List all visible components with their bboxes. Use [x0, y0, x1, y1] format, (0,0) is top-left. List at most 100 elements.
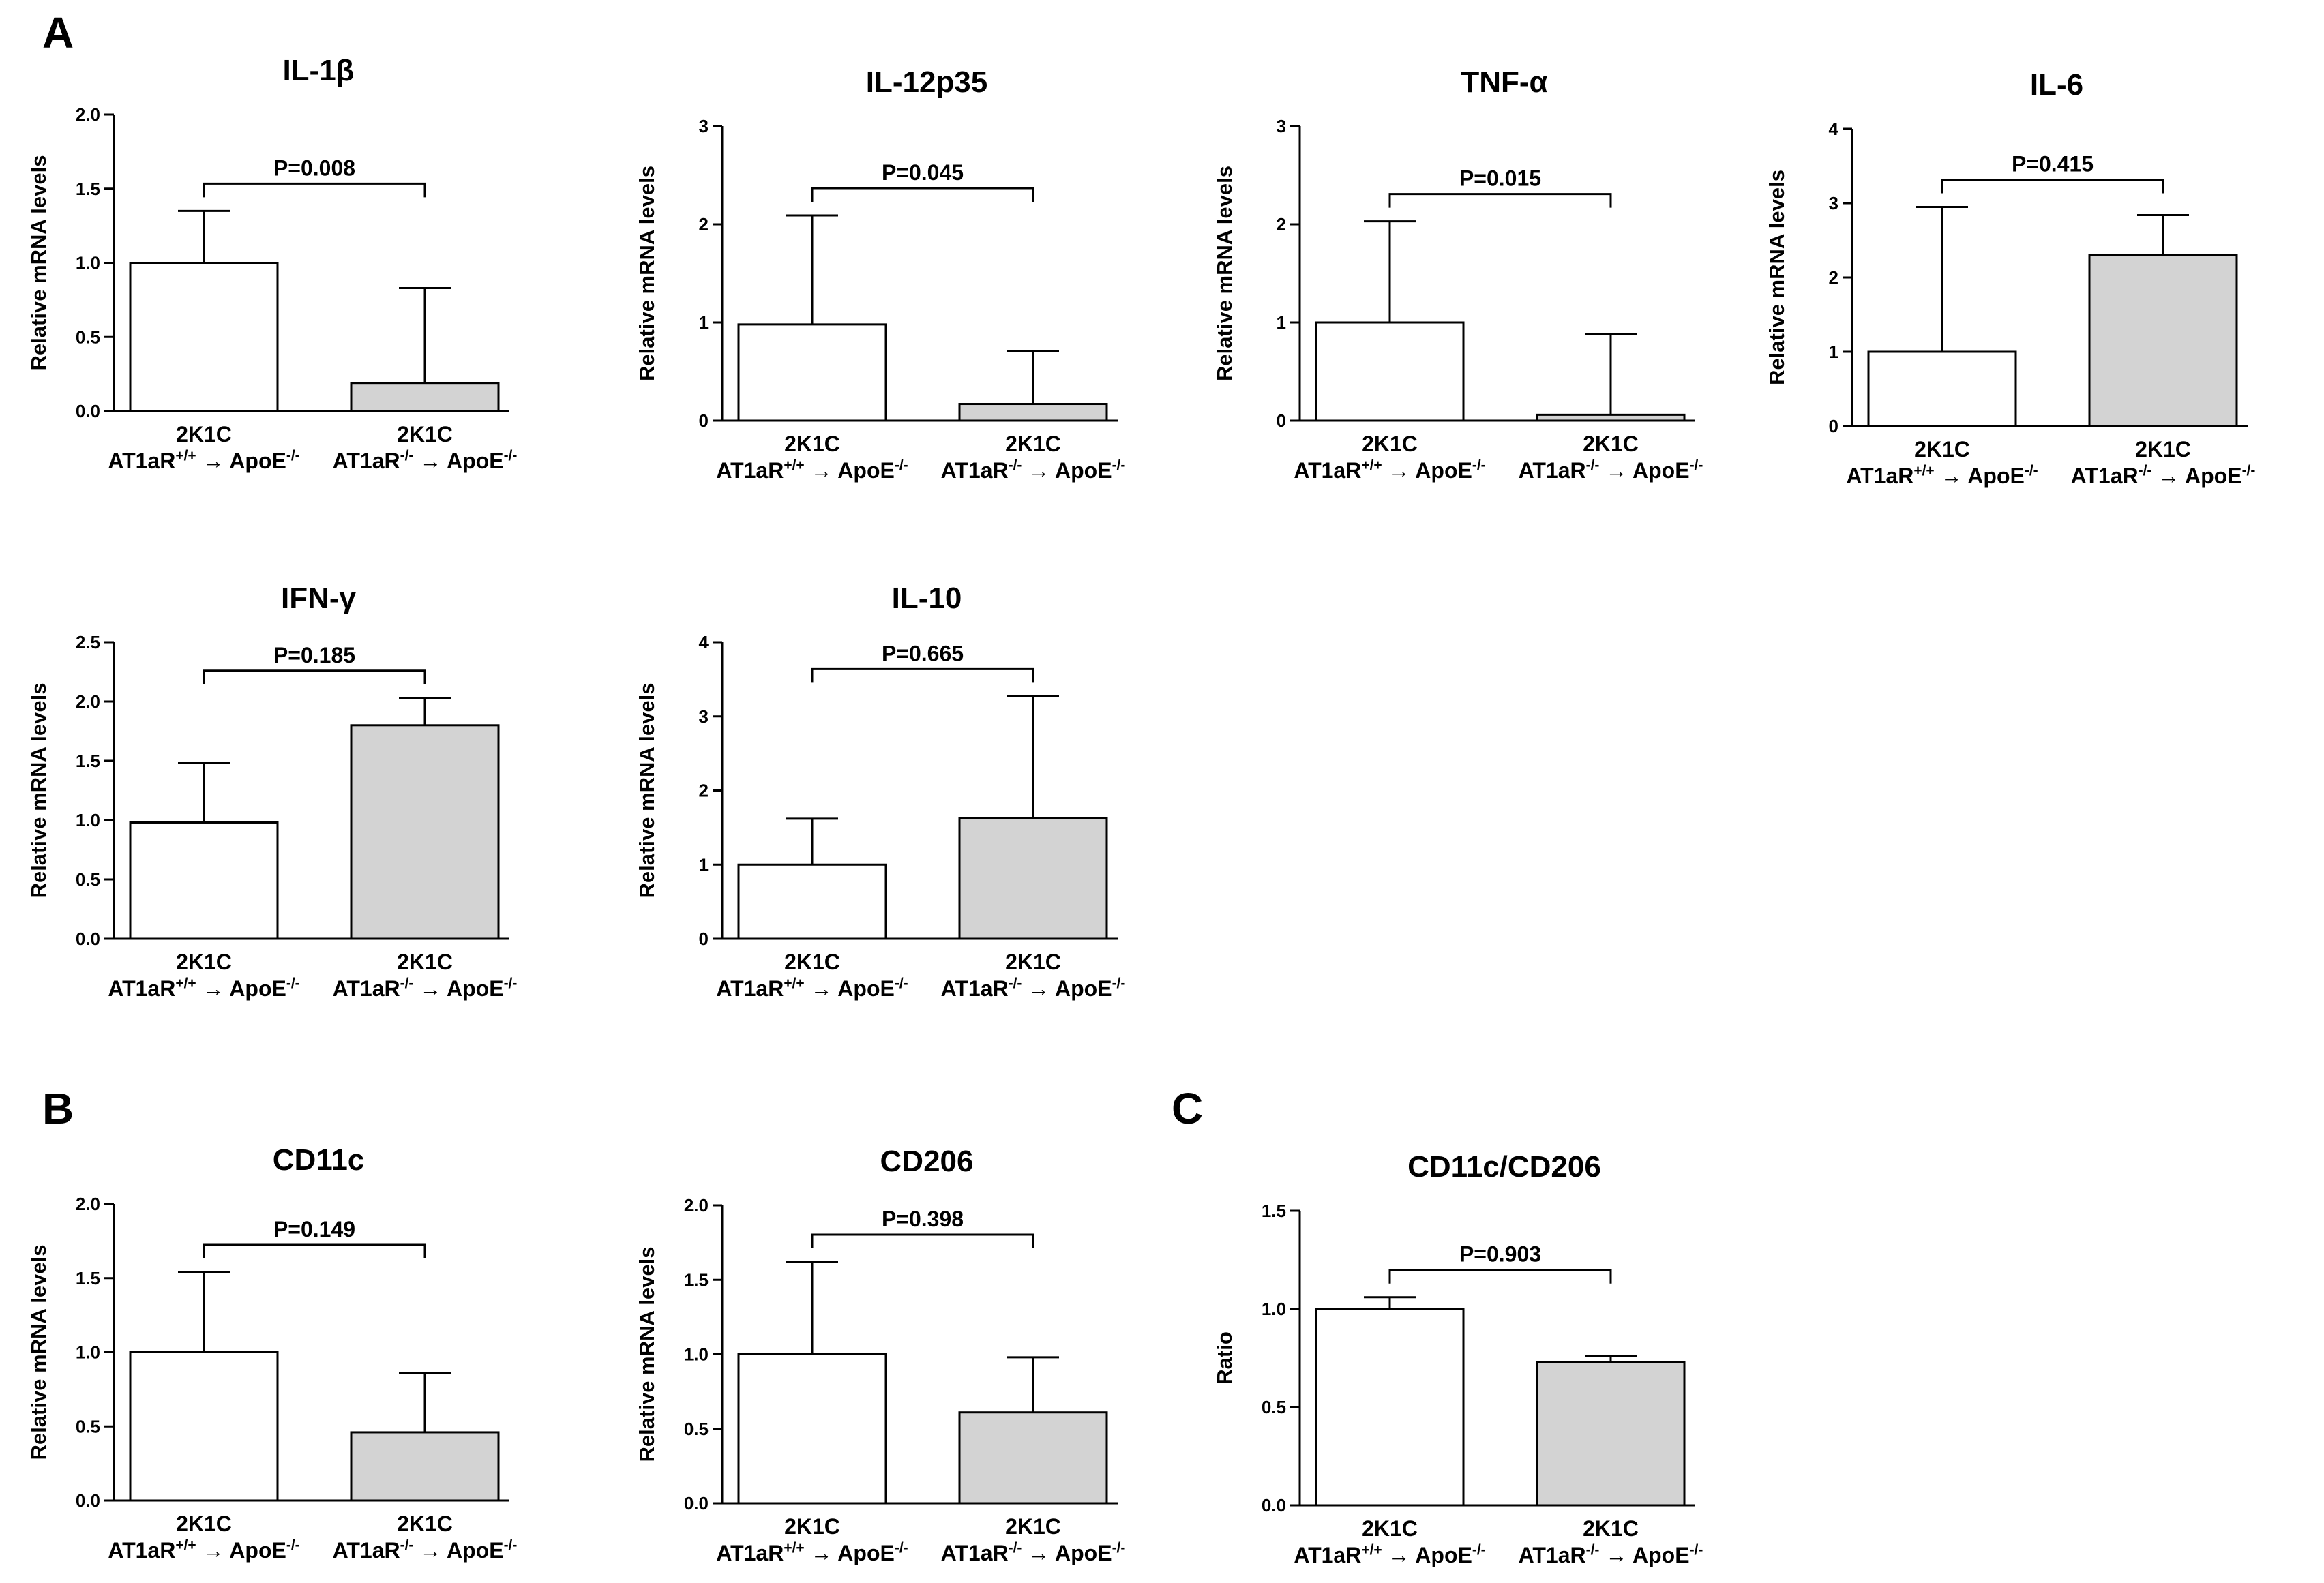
y-tick-label: 0	[699, 929, 709, 949]
y-axis-label: Relative mRNA levels	[27, 1245, 50, 1460]
category-label-bottom: AT1aR-/- → ApoE-/-	[333, 976, 518, 1001]
category-label-bottom: AT1aR+/+ → ApoE-/-	[716, 457, 908, 483]
y-tick-label: 0.5	[1262, 1397, 1286, 1417]
y-tick-label: 0.5	[684, 1419, 709, 1439]
chart-title: CD11c/CD206	[1407, 1150, 1601, 1184]
y-tick-label: 2	[1277, 214, 1286, 235]
bar-1	[737, 1353, 887, 1505]
category-label-bottom: AT1aR-/- → ApoE-/-	[333, 1537, 518, 1563]
y-axis-label: Ratio	[1212, 1331, 1236, 1385]
y-tick-label: 1	[699, 854, 709, 875]
category-label-top: 2K1C	[397, 950, 453, 974]
y-tick-label: 1	[1277, 312, 1286, 333]
y-tick-label: 0.0	[684, 1493, 709, 1513]
panel-label-b: B	[42, 1084, 74, 1133]
category-label-bottom: AT1aR-/- → ApoE-/-	[1519, 457, 1703, 483]
category-label-bottom: AT1aR+/+ → ApoE-/-	[108, 448, 299, 473]
category-label-top: 2K1C	[1005, 950, 1061, 974]
y-tick-label: 1.5	[684, 1269, 709, 1290]
y-tick-label: 2.0	[684, 1195, 709, 1216]
chart-title: IL-6	[2030, 68, 2083, 102]
p-value-label: P=0.149	[273, 1217, 355, 1241]
p-value-label: P=0.185	[273, 643, 355, 667]
y-tick-label: 1.5	[76, 751, 100, 771]
category-label-top: 2K1C	[2135, 437, 2191, 462]
y-tick-label: 3	[1829, 193, 1838, 213]
y-tick-label: 4	[1829, 119, 1839, 139]
y-tick-label: 0	[1277, 410, 1286, 431]
p-value-label: P=0.903	[1459, 1242, 1541, 1267]
category-label-bottom: AT1aR-/- → ApoE-/-	[941, 976, 1126, 1001]
bar-1	[737, 323, 887, 422]
y-tick-label: 1.5	[1262, 1201, 1286, 1221]
significance-bracket	[203, 669, 426, 684]
bar-2	[350, 724, 500, 940]
y-tick-label: 1.0	[76, 1342, 100, 1363]
y-tick-label: 1	[699, 312, 709, 333]
y-axis-label: Relative mRNA levels	[635, 1247, 659, 1462]
y-tick-label: 3	[1277, 116, 1286, 136]
y-axis-label: Relative mRNA levels	[27, 683, 50, 899]
category-label-bottom: AT1aR+/+ → ApoE-/-	[1846, 463, 2038, 488]
category-label-bottom: AT1aR-/- → ApoE-/-	[333, 448, 518, 473]
significance-bracket	[811, 1233, 1034, 1249]
category-label-top: 2K1C	[784, 432, 840, 456]
y-tick-label: 1	[1829, 342, 1838, 362]
chart-title: TNF-α	[1461, 65, 1547, 99]
y-tick-label: 0.0	[76, 401, 100, 421]
category-label-top: 2K1C	[1362, 432, 1418, 456]
y-tick-label: 1.0	[684, 1344, 709, 1365]
category-label-top: 2K1C	[397, 1511, 453, 1536]
y-tick-label: 2.0	[76, 1194, 100, 1214]
chart-title: IL-10	[892, 582, 962, 615]
category-label-top: 2K1C	[1583, 1516, 1639, 1541]
category-label-bottom: AT1aR+/+ → ApoE-/-	[108, 976, 299, 1001]
y-tick-label: 3	[699, 706, 709, 727]
category-label-top: 2K1C	[176, 1511, 232, 1536]
category-label-top: 2K1C	[1005, 1514, 1061, 1539]
significance-bracket	[811, 187, 1034, 202]
significance-bracket	[203, 1243, 426, 1259]
bar-2	[2088, 254, 2238, 427]
y-tick-label: 0.0	[76, 929, 100, 949]
category-label-top: 2K1C	[784, 1514, 840, 1539]
y-tick-label: 0	[699, 410, 709, 431]
category-label-bottom: AT1aR+/+ → ApoE-/-	[716, 976, 908, 1001]
bar-2	[1536, 1361, 1686, 1507]
panel-label-a: A	[42, 8, 74, 57]
category-label-bottom: AT1aR+/+ → ApoE-/-	[108, 1537, 299, 1563]
p-value-label: P=0.008	[273, 155, 355, 180]
y-tick-label: 0.5	[76, 1416, 100, 1436]
y-axis-label: Relative mRNA levels	[1765, 170, 1789, 385]
bar-2	[958, 817, 1108, 940]
y-tick-label: 0.5	[76, 327, 100, 347]
chart-title: IFN-γ	[281, 582, 357, 615]
bar-1	[129, 262, 279, 412]
y-tick-label: 4	[699, 632, 709, 652]
category-label-top: 2K1C	[397, 422, 453, 447]
bar-2	[350, 382, 500, 412]
category-label-bottom: AT1aR-/- → ApoE-/-	[2071, 463, 2256, 488]
bar-2	[1536, 413, 1686, 422]
p-value-label: P=0.398	[882, 1207, 964, 1231]
y-tick-label: 1.5	[76, 1268, 100, 1288]
significance-bracket	[203, 182, 426, 198]
category-label-bottom: AT1aR-/- → ApoE-/-	[1519, 1542, 1703, 1567]
bar-2	[958, 403, 1108, 422]
category-label-top: 2K1C	[176, 950, 232, 974]
y-tick-label: 2	[699, 781, 709, 801]
significance-bracket	[1388, 1269, 1612, 1284]
bar-2	[958, 1411, 1108, 1505]
category-label-top: 2K1C	[1362, 1516, 1418, 1541]
category-label-bottom: AT1aR-/- → ApoE-/-	[941, 457, 1126, 483]
bar-1	[737, 863, 887, 940]
y-tick-label: 0.0	[1262, 1495, 1286, 1516]
y-tick-label: 2.0	[76, 691, 100, 712]
chart-7: CD11c 0.0 0.5 1.0 1.5 2.0 Relative mRNA levels…	[27, 1143, 517, 1563]
y-tick-label: 0.5	[76, 869, 100, 890]
category-label-top: 2K1C	[1583, 432, 1639, 456]
chart-5: IFN-γ 0.0 0.5 1.0 1.5 2.0 2.5 Relative mRNA lev…	[27, 582, 517, 1001]
chart-9: CD11c/CD2060.00.51.01.5Ratio2K1CAT1aR+/+…	[1212, 1150, 1703, 1567]
